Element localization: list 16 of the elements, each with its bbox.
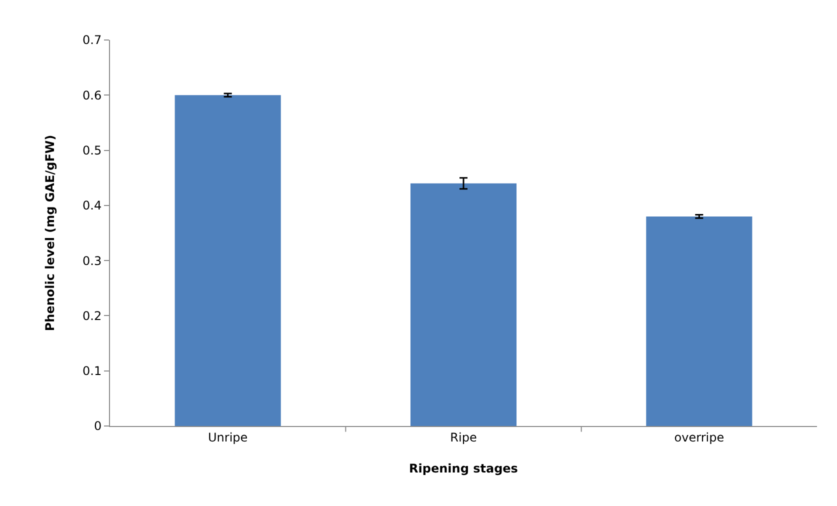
y-tick-label: 0.1 bbox=[82, 364, 102, 378]
y-tick-label: 0.6 bbox=[82, 88, 102, 102]
y-axis-title: Phenolic level (mg GAE/gFW) bbox=[42, 134, 57, 332]
x-axis-title: Ripening stages bbox=[409, 461, 518, 476]
x-tick-label: overripe bbox=[674, 430, 724, 444]
y-tick-label: 0 bbox=[94, 419, 102, 434]
y-tick-label: 0.4 bbox=[82, 198, 102, 213]
x-tick-label: Unripe bbox=[208, 430, 248, 444]
y-tick-label: 0.5 bbox=[82, 143, 102, 158]
y-tick-label: 0.3 bbox=[82, 254, 102, 268]
bar bbox=[646, 216, 752, 426]
bar bbox=[410, 183, 517, 426]
y-tick-label: 0.7 bbox=[82, 33, 102, 48]
y-tick-label: 0.2 bbox=[82, 308, 102, 323]
x-tick-label: Ripe bbox=[450, 430, 477, 444]
bar bbox=[174, 95, 281, 426]
